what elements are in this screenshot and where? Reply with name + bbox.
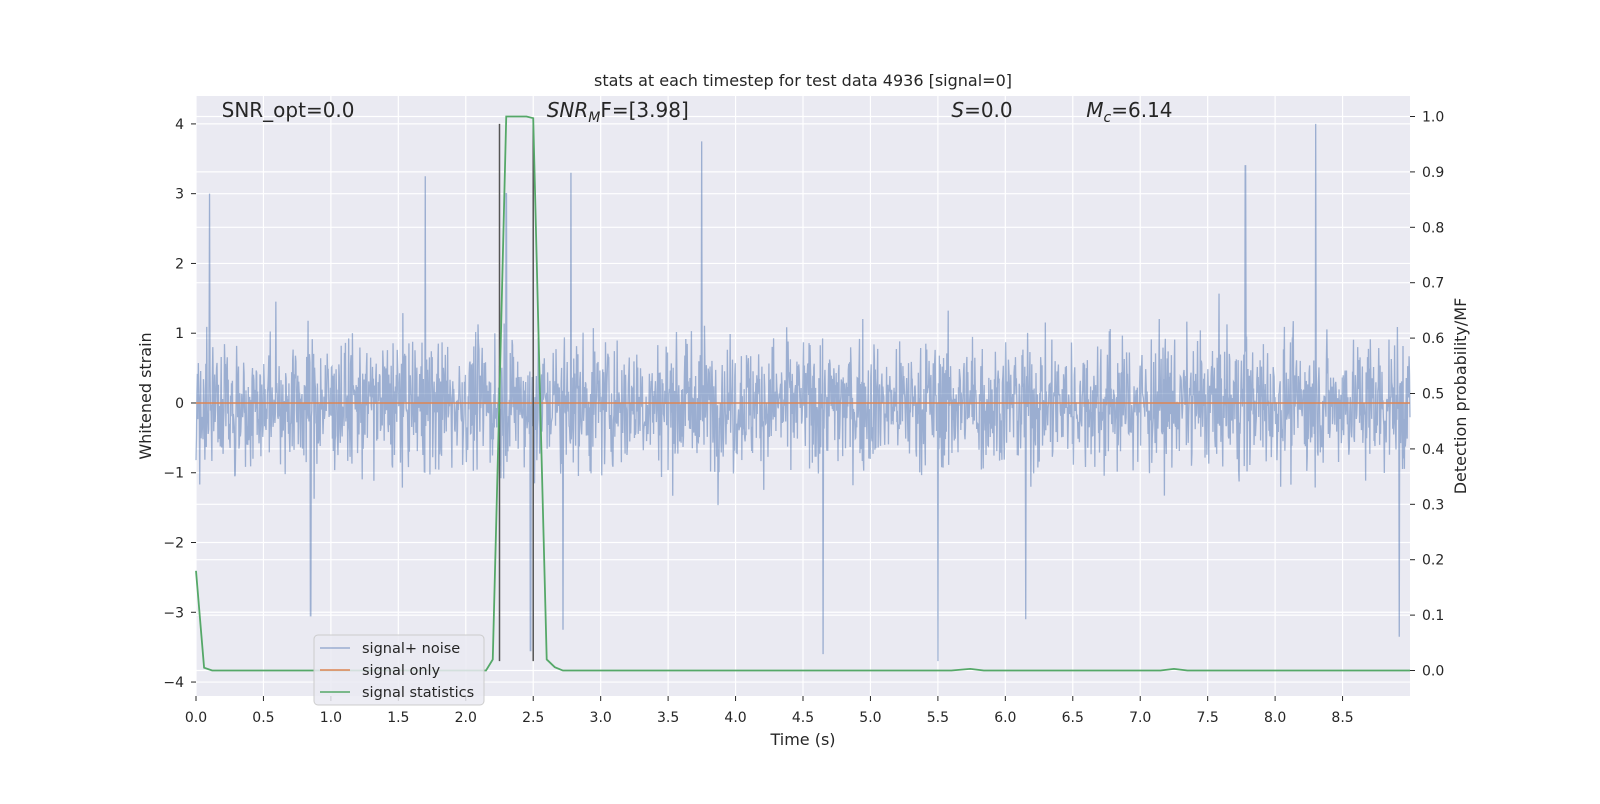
y-right-tick-label-7: 0.7 xyxy=(1422,276,1444,292)
x-tick-label-11: 5.5 xyxy=(927,710,949,726)
annotation-3: Mc=6.14 xyxy=(1086,98,1172,126)
y-tick-label-3: −1 xyxy=(163,466,184,482)
x-axis-label: Time (s) xyxy=(769,730,835,749)
annotation-2: S=0.0 xyxy=(951,98,1012,122)
legend-label-signal-only: signal only xyxy=(362,663,441,679)
x-tick-label-16: 8.0 xyxy=(1264,710,1286,726)
x-tick-label-1: 0.5 xyxy=(252,710,274,726)
x-tick-label-7: 3.5 xyxy=(657,710,679,726)
y-right-tick-label-3: 0.3 xyxy=(1422,497,1444,513)
y-right-tick-label-8: 0.8 xyxy=(1422,220,1444,236)
y-right-tick-label-0: 0.0 xyxy=(1422,664,1444,680)
x-tick-label-0: 0.0 xyxy=(185,710,207,726)
x-tick-label-2: 1.0 xyxy=(320,710,342,726)
legend-box xyxy=(313,634,485,706)
y-tick-label-7: 3 xyxy=(175,187,184,203)
x-tick-label-5: 2.5 xyxy=(522,710,544,726)
y-right-tick-label-10: 1.0 xyxy=(1422,109,1444,125)
x-tick-label-8: 4.0 xyxy=(724,710,746,726)
series-signal-plus-noise xyxy=(195,123,1411,662)
x-tick-label-17: 8.5 xyxy=(1331,710,1353,726)
x-tick-label-13: 6.5 xyxy=(1062,710,1084,726)
legend-label-signal-plus-noise: signal+ noise xyxy=(362,641,460,657)
x-axis-ticks: 0.0 0.5 1.0 1.5 2.0 2.5 3.0 3.5 4.0 4.5 5.0 5.5 6.0 6… xyxy=(185,696,1354,726)
x-tick-label-9: 4.5 xyxy=(792,710,814,726)
x-tick-label-4: 2.0 xyxy=(455,710,477,726)
y-right-tick-label-4: 0.4 xyxy=(1422,442,1444,458)
signal-plus-noise-line xyxy=(195,123,1411,662)
y-axis-label: Whitened strain xyxy=(136,332,155,459)
legend-label-signal-statistics: signal statistics xyxy=(362,685,474,701)
annotation-1: SNRMF=[3.98] xyxy=(547,98,689,126)
legend: signal+ noise signal only signal statist… xyxy=(313,634,485,706)
x-tick-label-15: 7.5 xyxy=(1197,710,1219,726)
y-right-tick-label-9: 0.9 xyxy=(1422,165,1444,181)
chart-title: stats at each timestep for test data 493… xyxy=(594,71,1012,90)
y-right-tick-label-2: 0.2 xyxy=(1422,553,1444,569)
y-right-tick-label-5: 0.5 xyxy=(1422,387,1444,403)
x-tick-label-12: 6.0 xyxy=(994,710,1016,726)
y-tick-label-1: −3 xyxy=(163,605,184,621)
x-tick-label-3: 1.5 xyxy=(387,710,409,726)
y-right-tick-label-1: 0.1 xyxy=(1422,608,1444,624)
y-axis-ticks: −4 −3 −2 −1 0 1 2 3 4 xyxy=(163,117,196,691)
annotation-0: SNR_opt=0.0 xyxy=(222,98,355,122)
y-tick-label-4: 0 xyxy=(175,396,184,412)
x-tick-label-6: 3.0 xyxy=(590,710,612,726)
y-tick-label-5: 1 xyxy=(175,326,184,342)
x-tick-label-10: 5.0 xyxy=(859,710,881,726)
y-axis-right-label: Detection probability/MF xyxy=(1451,298,1470,495)
annotations: SNR_opt=0.0 SNRMF=[3.98] S=0.0 Mc=6.14 xyxy=(222,98,1173,126)
y-tick-label-2: −2 xyxy=(163,536,184,552)
y-axis-right-ticks: 0.0 0.1 0.2 0.3 0.4 0.5 0.6 0.7 0.8 0.9 1.0 xyxy=(1410,109,1444,680)
y-right-tick-label-6: 0.6 xyxy=(1422,331,1444,347)
y-tick-label-6: 2 xyxy=(175,256,184,272)
x-tick-label-14: 7.0 xyxy=(1129,710,1151,726)
y-tick-label-8: 4 xyxy=(175,117,184,133)
y-tick-label-0: −4 xyxy=(163,675,184,691)
